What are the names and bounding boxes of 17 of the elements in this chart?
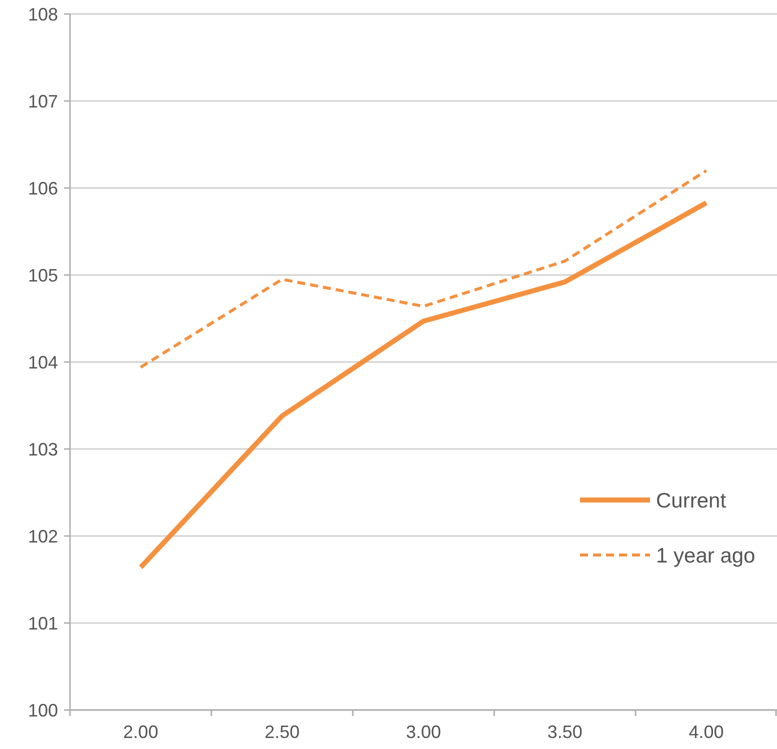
y-tick-label: 103	[28, 439, 58, 460]
y-tick-label: 108	[28, 4, 58, 24]
y-tick-label: 105	[28, 265, 58, 286]
y-tick-label: 106	[28, 178, 58, 198]
x-tick-label: 2.50	[264, 722, 300, 742]
legend-label: Current	[656, 489, 726, 512]
x-tick-label: 2.00	[123, 722, 158, 742]
x-tick-label: 3.50	[547, 722, 582, 742]
y-tick-label: 107	[28, 91, 58, 112]
line-series	[139, 169, 708, 369]
legend-label: 1 year ago	[656, 544, 756, 568]
y-tick-label: 102	[28, 526, 58, 546]
x-tick-label: 4.00	[688, 722, 724, 742]
y-tick-label: 100	[28, 700, 58, 720]
x-tick-label: 3.00	[406, 722, 442, 742]
y-tick-label: 104	[28, 352, 58, 372]
y-tick-label: 101	[28, 613, 58, 634]
